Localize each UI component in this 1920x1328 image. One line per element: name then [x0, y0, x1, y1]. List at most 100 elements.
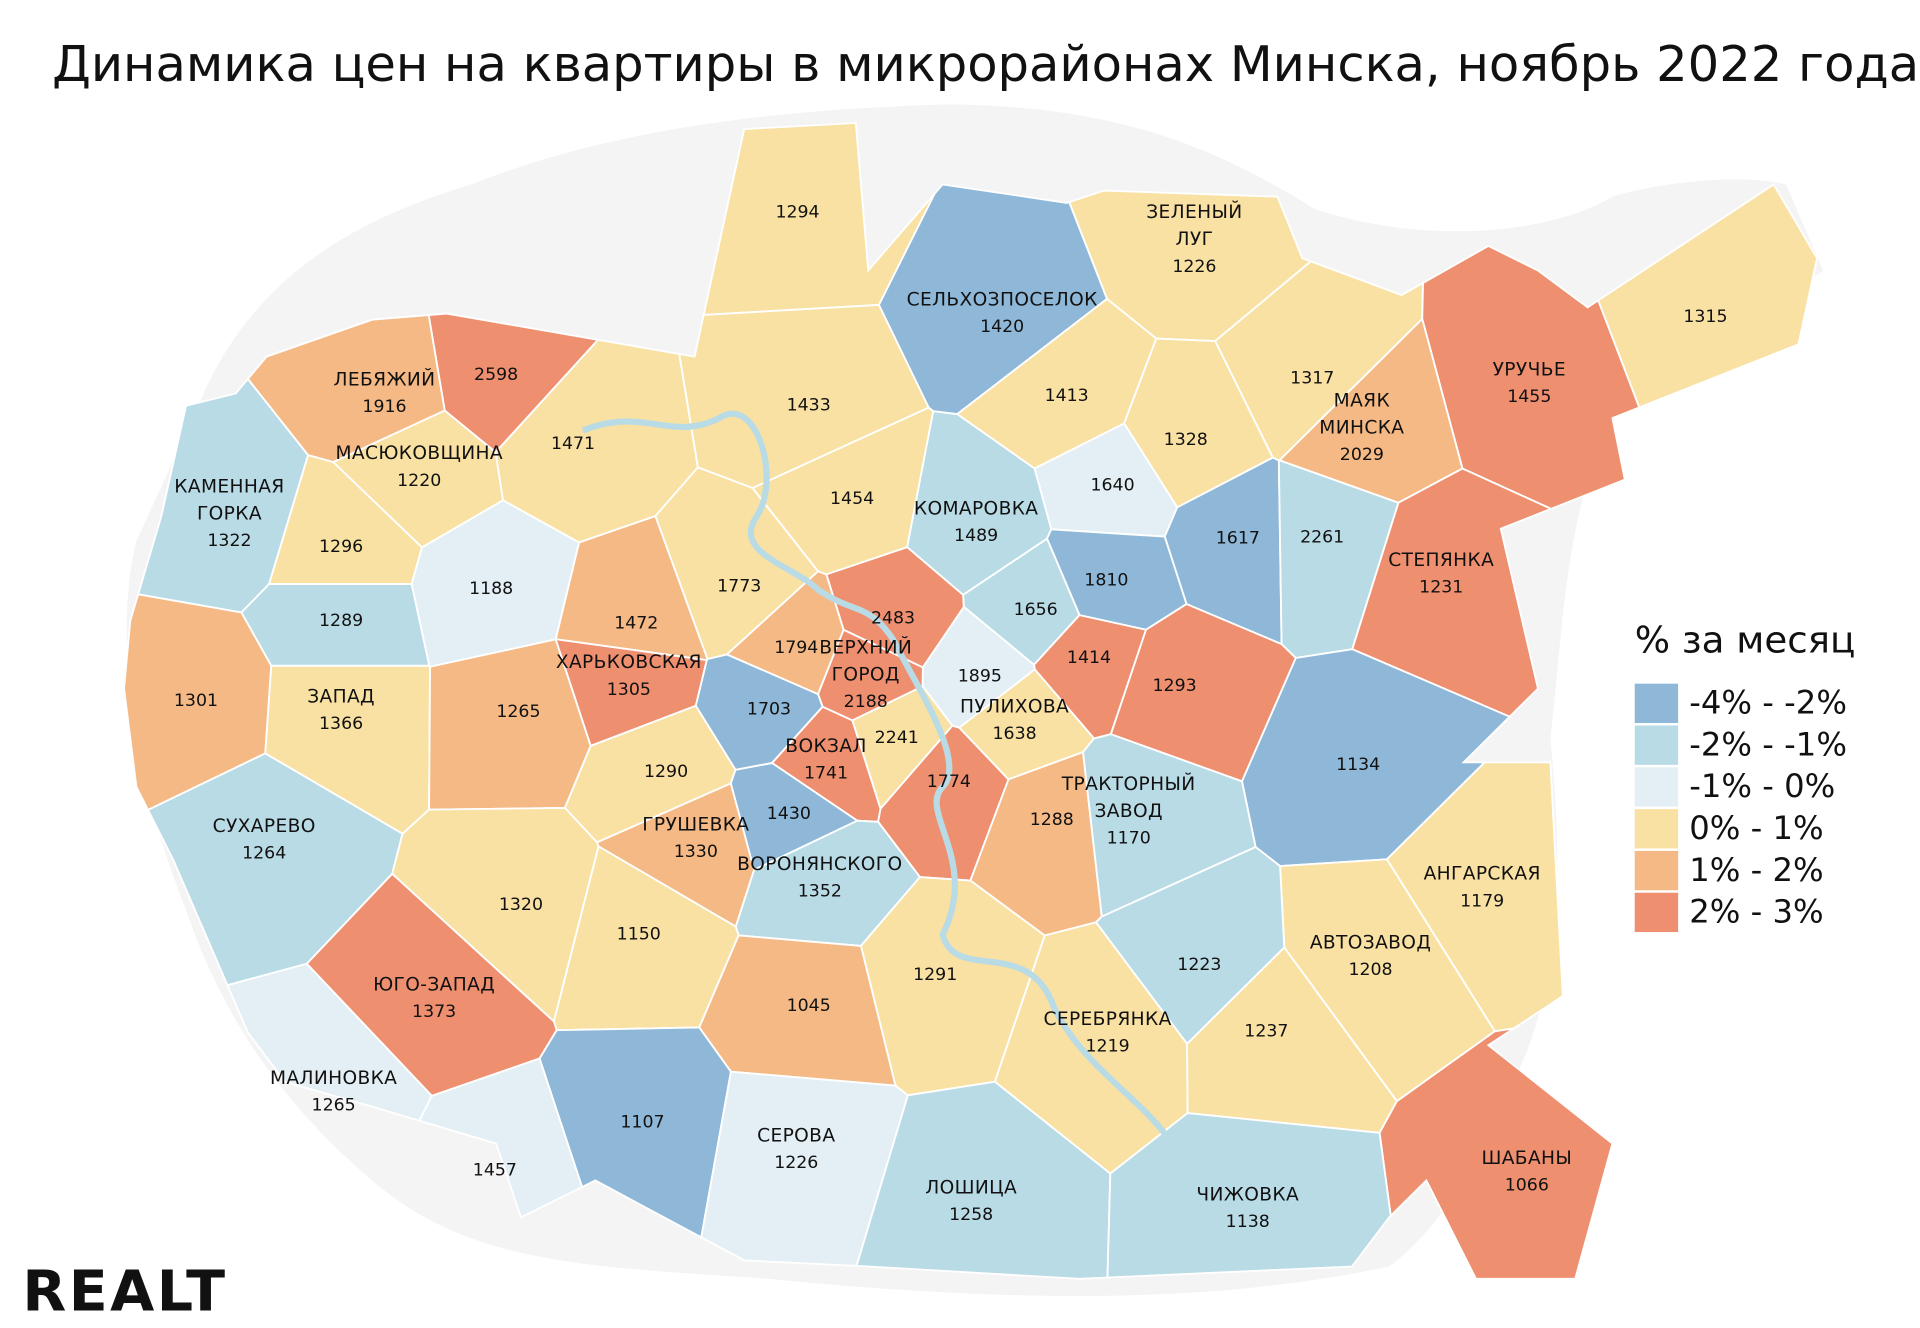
legend-label: 2% - 3% — [1689, 893, 1823, 931]
district-name: ЗАВОД — [1094, 801, 1162, 822]
legend-label: -1% - 0% — [1689, 767, 1835, 805]
district-name: ЗАПАД — [307, 687, 375, 708]
district-name: ГОРОД — [832, 665, 900, 686]
district-price: 1430 — [767, 804, 811, 824]
district-price: 1226 — [1172, 257, 1216, 277]
legend-swatch — [1634, 809, 1679, 849]
district-name: МАЛИНОВКА — [270, 1068, 397, 1089]
district-price: 1219 — [1086, 1036, 1130, 1056]
legend-swatch — [1634, 892, 1679, 933]
district-price: 1264 — [242, 843, 286, 863]
district-name: МИНСКА — [1319, 417, 1404, 438]
legend-label: 1% - 2% — [1689, 851, 1823, 889]
district-price: 2483 — [871, 609, 915, 629]
district-name: ЮГО-ЗАПАД — [373, 974, 495, 995]
district-price: 1107 — [620, 1113, 664, 1133]
district-name: КОМАРОВКА — [914, 499, 1038, 520]
district — [855, 1080, 1112, 1280]
district-price: 1703 — [747, 700, 791, 720]
district-price: 2029 — [1340, 445, 1384, 465]
district-name: СЕРОВА — [757, 1126, 835, 1147]
district-price: 1322 — [207, 531, 251, 551]
district-price: 1366 — [319, 714, 363, 734]
district-price: 1220 — [397, 471, 441, 491]
district-price: 1289 — [319, 611, 363, 631]
legend-swatch — [1634, 725, 1679, 765]
district — [1378, 1027, 1614, 1280]
district-price: 1489 — [954, 526, 998, 546]
district-price: 1226 — [774, 1153, 818, 1173]
district-price: 1640 — [1090, 476, 1134, 496]
district-price: 1305 — [607, 680, 651, 700]
district-price: 1138 — [1226, 1212, 1270, 1232]
district-name: ЗЕЛЕНЫЙ — [1146, 200, 1242, 223]
district-price: 1328 — [1164, 430, 1208, 450]
district-price: 1320 — [499, 895, 543, 915]
districts — [123, 121, 1819, 1280]
district-price: 1471 — [551, 434, 595, 454]
district-name: ЛЕБЯЖИЙ — [334, 368, 436, 391]
district-price: 1258 — [949, 1205, 993, 1225]
district-price: 2261 — [1300, 527, 1344, 547]
district-name: СЕЛЬХОЗПОСЕЛОК — [907, 290, 1098, 311]
district-price: 2241 — [875, 728, 919, 748]
district-price: 2188 — [844, 692, 888, 712]
district-name: АНГАРСКАЯ — [1424, 864, 1541, 885]
district-name: СУХАРЕВО — [213, 816, 316, 837]
district-name: ХАРЬКОВСКАЯ — [556, 652, 702, 673]
district-price: 1291 — [913, 965, 957, 985]
district-price: 1420 — [980, 317, 1024, 337]
district-name: ГОРКА — [197, 504, 262, 525]
district-price: 1265 — [496, 702, 540, 722]
district-price: 1170 — [1107, 829, 1151, 849]
legend-swatch — [1634, 850, 1679, 891]
district-price: 2598 — [474, 365, 518, 385]
legend-label: -4% - -2% — [1689, 684, 1847, 722]
district-name: ГРУШЕВКА — [642, 815, 749, 836]
district-price: 1293 — [1153, 676, 1197, 696]
district-price: 1288 — [1030, 810, 1074, 830]
labels: 1294 ЗЕЛЕНЫЙ ЛУГ 1226 СЕЛЬХОЗПОСЕЛОК 1420 1315… — [174, 200, 1728, 1232]
river — [581, 410, 1194, 1182]
district-price: 1413 — [1045, 386, 1089, 406]
district-price: 1237 — [1244, 1022, 1288, 1042]
district-price: 1773 — [717, 577, 761, 597]
title: Динамика цен на квартиры в микрорайонах … — [52, 35, 1919, 93]
legend-label: 0% - 1% — [1689, 809, 1823, 847]
district-price: 1916 — [362, 397, 406, 417]
district-price: 1617 — [1216, 529, 1260, 549]
district — [418, 1057, 584, 1219]
district-price: 1223 — [1177, 955, 1221, 975]
district-name: АВТОЗАВОД — [1310, 933, 1431, 954]
district-price: 1208 — [1348, 960, 1392, 980]
district-price: 1433 — [787, 396, 831, 416]
district-name: МАЯК — [1334, 390, 1390, 411]
district-name: СТЕПЯНКА — [1388, 550, 1494, 571]
district-price: 1656 — [1014, 600, 1058, 620]
district-price: 1810 — [1084, 570, 1128, 590]
legend-swatch — [1634, 767, 1679, 807]
district-price: 1330 — [674, 842, 718, 862]
district-name: МАСЮКОВЩИНА — [335, 443, 502, 464]
district-price: 1472 — [614, 613, 658, 633]
district-price: 1414 — [1067, 648, 1111, 668]
district-price: 1741 — [804, 763, 848, 783]
district-name: ВОКЗАЛ — [785, 736, 866, 757]
district-price: 1373 — [412, 1002, 456, 1022]
district-price: 1150 — [617, 925, 661, 945]
district-name: КАМЕННАЯ — [174, 476, 284, 497]
legend-title: % за месяц — [1635, 618, 1856, 661]
district-price: 1231 — [1419, 578, 1463, 598]
district-name: УРУЧЬЕ — [1493, 360, 1566, 381]
district-price: 1066 — [1505, 1175, 1549, 1195]
logo: REALT — [22, 1259, 227, 1325]
district-price: 1638 — [993, 724, 1037, 744]
district-price: 1315 — [1683, 307, 1727, 327]
legend-swatch — [1634, 683, 1679, 724]
district-price: 1188 — [469, 579, 513, 599]
district-name: ШАБАНЫ — [1481, 1148, 1572, 1169]
legend: -4% - -2%-2% - -1% -1% - 0% 0% - 1% 1% - 2%… — [1634, 683, 1847, 933]
district-price: 1895 — [958, 666, 1002, 686]
district — [538, 1026, 732, 1239]
